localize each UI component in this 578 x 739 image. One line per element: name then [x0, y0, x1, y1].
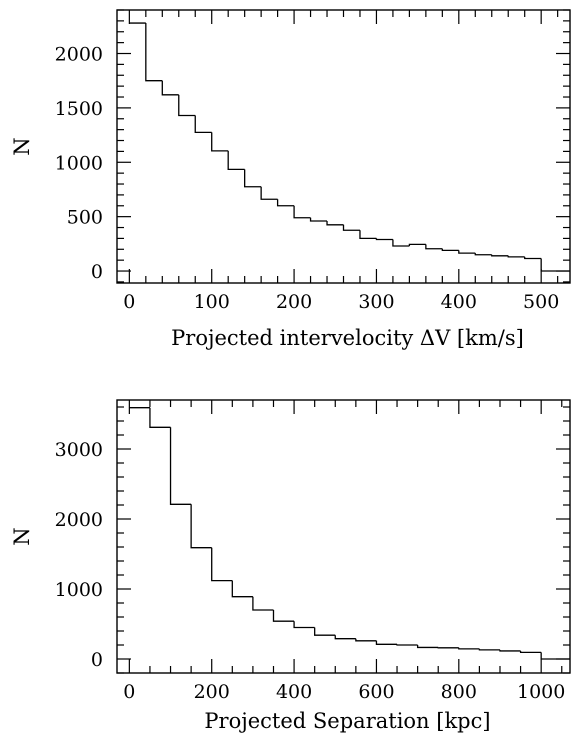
velocity-hist-bin	[211, 132, 229, 152]
separation-hist-bin	[355, 638, 377, 642]
separation-hist-bin	[396, 644, 418, 646]
separation-y-tick-label: 3000	[55, 439, 103, 461]
velocity-hist-bin	[276, 199, 295, 207]
separation-hist-bin	[334, 635, 356, 640]
separation-hist-bin	[314, 627, 336, 636]
velocity-y-tick-label: 1500	[55, 98, 103, 120]
separation-plot-frame	[116, 399, 571, 674]
separation-y-tick-label: 0	[91, 649, 103, 671]
separation-hist-bin	[293, 621, 315, 629]
velocity-hist-bin	[408, 243, 426, 247]
velocity-hist-bin	[540, 258, 570, 272]
separation-hist-bin	[231, 580, 253, 598]
separation-x-tick-label: 400	[276, 681, 312, 703]
separation-hist-bin	[416, 645, 439, 649]
velocity-plot-frame	[116, 9, 571, 284]
velocity-hist-bin	[309, 217, 328, 222]
velocity-hist-bin	[293, 205, 311, 219]
velocity-hist-bin	[260, 186, 278, 200]
separation-hist-bin	[272, 610, 295, 622]
velocity-x-tick-label: 400	[441, 291, 477, 313]
velocity-hist-bin	[326, 221, 344, 226]
velocity-hist-bin	[392, 239, 410, 247]
velocity-hist-bin	[145, 23, 163, 82]
velocity-y-tick-label: 1000	[55, 152, 103, 174]
separation-histogram-panel: 0 200 400 600 800 1000 0 1000 2000 3000 Projected …	[10, 399, 571, 733]
velocity-hist-bin	[375, 238, 393, 241]
velocity-hist-bin	[425, 244, 443, 250]
separation-x-tick-label: 800	[441, 681, 477, 703]
separation-hist-bin	[190, 504, 212, 549]
separation-hist-bin	[519, 650, 542, 653]
velocity-hist-bin	[441, 248, 459, 252]
velocity-hist-bin	[342, 224, 360, 231]
velocity-hist-bin	[161, 80, 179, 96]
velocity-hist-bin	[507, 255, 525, 258]
velocity-hist-bin	[178, 94, 196, 117]
velocity-y-axis-label: N	[10, 137, 34, 155]
velocity-hist-bin	[359, 230, 377, 240]
separation-hist-bin	[458, 647, 480, 650]
separation-hist-bin	[149, 407, 171, 428]
separation-hist-bin	[169, 427, 192, 505]
velocity-hist-bin	[194, 115, 212, 134]
velocity-x-tick-label: 0	[123, 291, 135, 313]
velocity-x-tick-label: 300	[358, 291, 394, 313]
separation-x-axis-label: Projected Separation [kpc]	[204, 709, 490, 733]
separation-hist-bin	[252, 596, 274, 611]
velocity-x-tick-label: 100	[194, 291, 230, 313]
velocity-y-tick-label: 500	[67, 207, 103, 229]
separation-y-axis-label: N	[10, 527, 34, 545]
separation-x-tick-label: 0	[123, 681, 135, 703]
separation-hist-bin	[540, 652, 570, 660]
separation-hist-bin	[211, 547, 233, 582]
separation-x-tick-label: 200	[194, 681, 230, 703]
velocity-x-tick-label: 500	[523, 291, 559, 313]
velocity-x-tick-label: 200	[276, 291, 312, 313]
separation-x-tick-label: 1000	[517, 681, 565, 703]
separation-y-tick-label: 2000	[55, 509, 103, 531]
separation-hist-bin	[478, 648, 500, 651]
velocity-hist-bin	[491, 254, 509, 257]
velocity-histogram-panel: 0 100 200 300 400 500 0 500 1000 1500 2000 Projecte…	[10, 9, 571, 350]
velocity-x-axis-label: Projected intervelocity ΔV [km/s]	[171, 326, 524, 350]
velocity-hist-bin	[458, 250, 476, 254]
velocity-hist-bin	[227, 150, 245, 170]
separation-x-tick-label: 600	[358, 681, 394, 703]
separation-hist-bin	[499, 649, 521, 652]
separation-hist-bin	[375, 640, 398, 645]
velocity-hist-bin	[244, 169, 262, 188]
velocity-y-tick-label: 2000	[55, 44, 103, 66]
velocity-hist-bin	[524, 256, 542, 260]
separation-y-tick-label: 1000	[55, 579, 103, 601]
velocity-hist-bin	[474, 253, 492, 256]
velocity-y-tick-label: 0	[91, 261, 103, 283]
